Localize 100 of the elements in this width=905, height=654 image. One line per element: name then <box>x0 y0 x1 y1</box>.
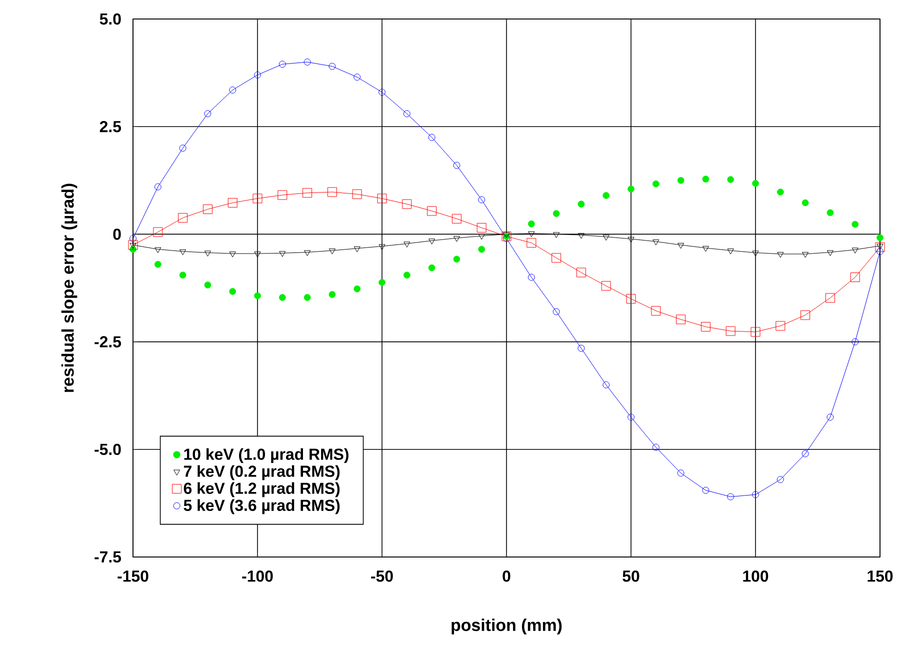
point <box>876 234 884 242</box>
point <box>453 256 460 263</box>
point <box>304 294 311 301</box>
point <box>378 244 386 250</box>
point <box>552 210 560 217</box>
y-tick-label: 2.5 <box>100 120 122 132</box>
point <box>777 252 784 258</box>
point <box>528 274 535 281</box>
point <box>677 177 684 184</box>
point <box>229 252 236 258</box>
point <box>304 58 311 66</box>
x-axis-title: position (mm) <box>452 618 562 634</box>
point <box>702 246 709 252</box>
y-tick-label: 0 <box>113 228 121 240</box>
point <box>453 236 460 242</box>
point <box>852 338 859 346</box>
legend-label: 5 keV (3.6 µrad RMS) <box>184 499 340 514</box>
point <box>428 134 436 141</box>
point <box>652 444 660 451</box>
point <box>526 238 536 248</box>
point <box>602 381 610 388</box>
x-tick-label: -100 <box>242 570 273 582</box>
point <box>752 491 759 498</box>
point <box>802 252 809 258</box>
point <box>478 196 486 204</box>
point <box>252 194 262 204</box>
point <box>254 292 261 300</box>
point <box>427 206 437 216</box>
point <box>652 180 660 188</box>
point <box>352 189 362 199</box>
point <box>254 252 261 258</box>
point <box>826 209 834 216</box>
point <box>752 250 759 256</box>
point <box>601 281 611 291</box>
point <box>826 250 834 256</box>
y-axis-title: residual slope error (µrad) <box>61 184 78 392</box>
point <box>154 183 162 190</box>
point <box>578 233 584 239</box>
x-tick-label: 100 <box>743 570 768 582</box>
point <box>327 187 337 197</box>
point <box>628 236 634 243</box>
point <box>428 264 436 272</box>
y-tick-label: -2.5 <box>94 336 122 348</box>
point <box>428 238 436 244</box>
point <box>179 144 186 152</box>
point <box>154 247 162 254</box>
point <box>478 246 486 253</box>
point <box>727 176 734 183</box>
point <box>153 227 163 237</box>
point <box>825 293 835 303</box>
point <box>302 188 312 198</box>
point <box>776 476 784 483</box>
point <box>528 220 535 228</box>
point <box>328 62 336 70</box>
point <box>130 242 136 249</box>
point <box>628 414 634 421</box>
point <box>726 326 736 336</box>
point <box>354 285 361 292</box>
point <box>702 176 710 183</box>
point <box>503 235 510 242</box>
point <box>328 291 336 298</box>
point <box>404 272 410 278</box>
point <box>378 279 386 286</box>
point <box>628 186 634 192</box>
point <box>552 308 560 316</box>
point <box>403 110 410 118</box>
y-tick-label: 5.0 <box>100 13 121 25</box>
point <box>677 470 684 477</box>
point <box>452 214 462 224</box>
point <box>204 250 211 256</box>
point <box>678 242 684 249</box>
point <box>602 192 610 199</box>
x-tick-label: 150 <box>868 570 893 582</box>
point <box>204 282 212 288</box>
point <box>180 249 186 256</box>
point <box>229 288 236 295</box>
point <box>128 240 138 250</box>
point <box>404 242 410 248</box>
point <box>154 260 162 268</box>
point <box>402 199 412 209</box>
point <box>826 414 834 421</box>
legend-label: 10 keV (1.0 µrad RMS) <box>184 448 348 464</box>
point <box>578 344 585 352</box>
x-tick-label: 50 <box>622 570 640 582</box>
point <box>876 248 884 255</box>
point <box>702 486 710 494</box>
point <box>476 222 486 232</box>
point <box>254 72 261 78</box>
point <box>278 60 286 68</box>
point <box>676 314 686 324</box>
point <box>478 234 485 240</box>
point <box>328 248 336 254</box>
point <box>354 74 361 81</box>
point <box>602 234 610 241</box>
x-tick-label: -50 <box>371 570 393 582</box>
point <box>651 306 661 316</box>
legend-label: 6 keV (1.2 µrad RMS) <box>184 482 340 498</box>
point <box>852 220 859 228</box>
point <box>130 235 136 242</box>
point <box>777 188 784 196</box>
